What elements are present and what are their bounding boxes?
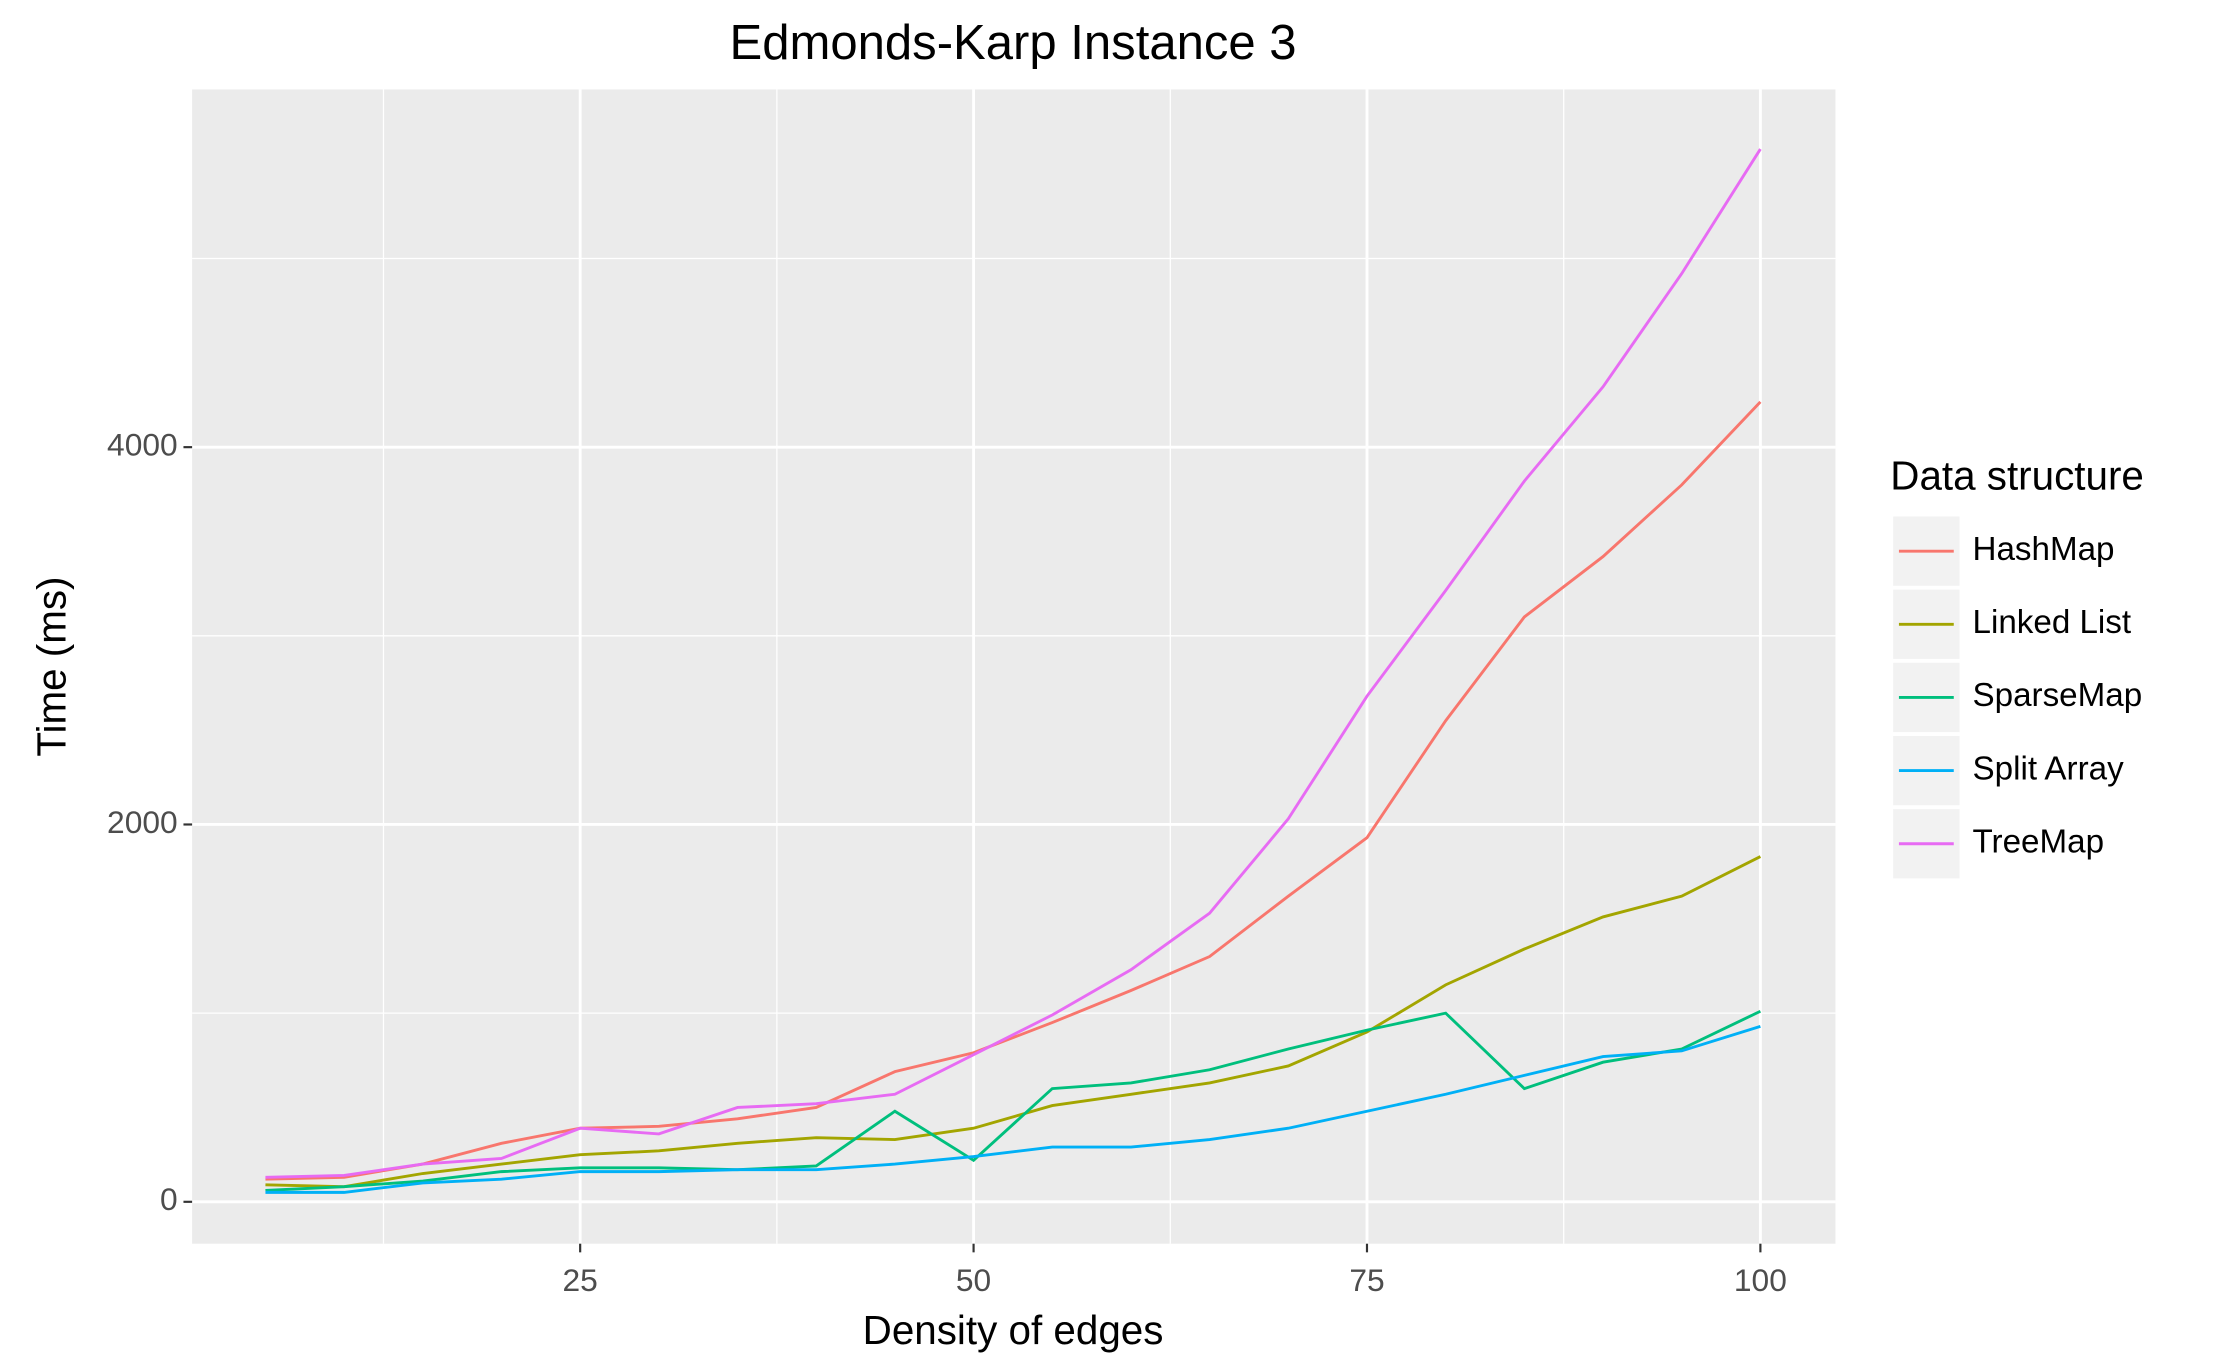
lines <box>265 148 1762 1194</box>
series-line <box>265 1024 1761 1194</box>
y-tick-label: 0 <box>160 1181 178 1217</box>
y-axis-label: Time (ms) <box>29 576 75 756</box>
series-line <box>265 855 1762 1189</box>
y-tick-label: 4000 <box>107 427 178 463</box>
series-line <box>265 1009 1762 1192</box>
y-tick-label: 2000 <box>107 804 178 840</box>
panel <box>192 89 1836 1244</box>
grid <box>192 89 1836 1244</box>
series-line <box>265 148 1762 1179</box>
legend-label: Split Array <box>1973 750 2125 787</box>
x-tick-label: 100 <box>1734 1262 1787 1298</box>
legend-label: Linked List <box>1973 604 2132 641</box>
legend-label: SparseMap <box>1973 677 2143 714</box>
series-line <box>265 400 1762 1181</box>
legend-label: HashMap <box>1973 531 2115 568</box>
legend-label: TreeMap <box>1973 824 2105 861</box>
chart-title: Edmonds-Karp Instance 3 <box>730 16 1297 70</box>
legend-title: Data structure <box>1890 453 2144 499</box>
x-axis-label: Density of edges <box>863 1307 1164 1353</box>
x-tick-label: 25 <box>563 1262 598 1298</box>
legend: HashMap Linked List SparseMap Split Array Tr… <box>1893 516 2143 879</box>
x-tick-label: 75 <box>1349 1262 1384 1298</box>
x-tick-label: 50 <box>956 1262 991 1298</box>
